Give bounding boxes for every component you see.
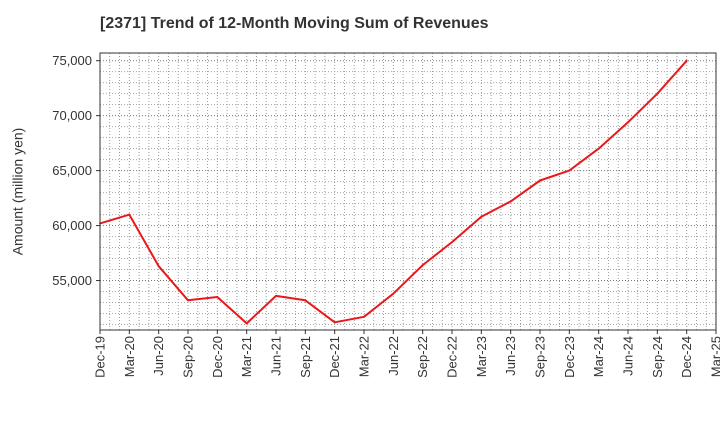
x-tick-label: Sep-24 (650, 336, 665, 378)
data-point (128, 213, 131, 216)
x-tick-label: Dec-19 (93, 336, 108, 378)
y-axis-label: Amount (million yen) (10, 128, 26, 256)
x-tick-label: Dec-20 (210, 336, 225, 378)
x-tick-label: Dec-22 (445, 336, 460, 378)
data-point (392, 292, 395, 295)
data-point (451, 241, 453, 244)
x-tick-label: Sep-23 (533, 336, 548, 378)
y-tick-label: 55,000 (52, 273, 92, 288)
x-tick-label: Dec-24 (679, 336, 694, 378)
x-tick-label: Jun-22 (386, 336, 401, 376)
data-point (216, 296, 219, 298)
y-tick-label: 70,000 (52, 108, 92, 123)
data-point (187, 299, 189, 302)
x-tick-label: Mar-24 (591, 336, 606, 377)
x-tick-label: Jun-23 (503, 336, 518, 376)
data-point (685, 59, 688, 62)
x-tick-label: Jun-24 (621, 336, 636, 376)
chart-title: [2371] Trend of 12-Month Moving Sum of R… (100, 15, 489, 32)
x-tick-label: Mar-22 (357, 336, 372, 377)
plot-frame (99, 52, 717, 331)
data-point (245, 322, 248, 325)
x-tick-label: Jun-20 (151, 336, 166, 376)
x-tick-label: Mar-21 (239, 336, 254, 377)
x-tick-label: Dec-21 (327, 336, 342, 378)
x-tick-label: Mar-25 (709, 336, 720, 377)
x-tick-label: Mar-20 (122, 336, 137, 377)
x-tick-label: Sep-21 (298, 336, 313, 378)
x-tick-label: Sep-20 (181, 336, 196, 378)
x-tick-label: Sep-22 (415, 336, 430, 378)
data-point (597, 147, 600, 150)
data-point (656, 92, 659, 95)
data-point (363, 315, 365, 318)
y-tick-labels: 55,000 60,000 65,000 70,000 75,000 (52, 53, 100, 288)
series-layer (99, 59, 688, 325)
data-point (275, 295, 277, 297)
y-tick-label: 75,000 (52, 53, 92, 68)
grid-lines (100, 53, 716, 330)
data-point (421, 264, 424, 266)
data-point (509, 200, 512, 203)
data-point (539, 179, 541, 182)
y-tick-label: 60,000 (52, 218, 92, 233)
series-line (99, 60, 688, 325)
data-point (157, 265, 160, 268)
data-point (480, 215, 483, 218)
data-point (304, 299, 307, 302)
x-tick-label: Mar-23 (474, 336, 489, 377)
data-point (568, 169, 571, 172)
data-point (627, 121, 629, 124)
x-tick-label: Dec-23 (562, 336, 577, 378)
data-point (333, 321, 336, 324)
x-tick-labels: Dec-19 Mar-20 Jun-20 Sep-20 Dec-20 Mar-21 Jun-… (93, 330, 720, 378)
x-tick-label: Jun-21 (269, 336, 284, 376)
y-tick-label: 65,000 (52, 163, 92, 178)
